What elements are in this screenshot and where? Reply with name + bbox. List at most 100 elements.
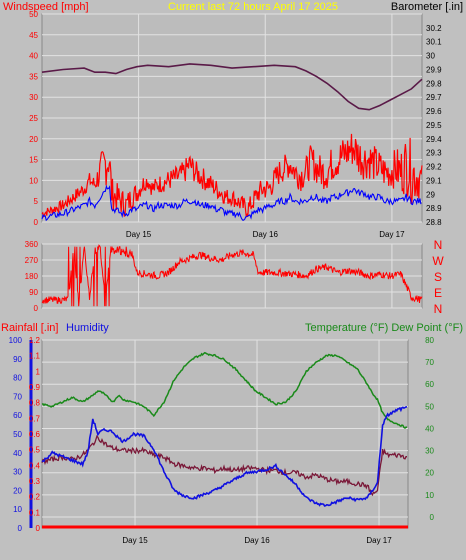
barometer-tick-label: 29.8 <box>426 79 442 88</box>
humidity-plot-area <box>41 339 409 529</box>
compass-label: E <box>434 286 442 300</box>
direction-series <box>41 244 423 307</box>
temperature-tick-label: 70 <box>425 358 434 367</box>
temperature-axis-label: Temperature (°F) Dew Point (°F) <box>305 322 463 334</box>
rainfall-tick-label: 0.5 <box>29 446 41 455</box>
wind-tick-label: 20 <box>29 135 38 144</box>
dewpoint-line <box>41 434 407 497</box>
direction-y-ticks: 0 90 180 270 360 <box>25 240 39 313</box>
direction-tick-label: 360 <box>25 240 39 249</box>
direction-tick-label: 0 <box>34 304 39 313</box>
barometer-tick-label: 30 <box>426 52 435 61</box>
barometer-tick-label: 29.7 <box>426 93 442 102</box>
rainfall-tick-label: 1.1 <box>29 352 41 361</box>
barometer-tick-label: 28.9 <box>426 204 442 213</box>
humidity-tick-label: 40 <box>13 449 22 458</box>
wind-y-ticks: 0 5 10 15 20 25 30 35 40 45 50 <box>29 10 38 227</box>
x-tick-label: Day 17 <box>379 230 405 239</box>
wind-tick-label: 45 <box>29 31 38 40</box>
humidity-series <box>41 351 408 529</box>
temperature-tick-label: 50 <box>425 402 434 411</box>
humidity-tick-label: 0 <box>18 524 23 533</box>
wind-direction-line <box>41 244 423 307</box>
barometer-tick-label: 28.8 <box>426 218 442 227</box>
wind-tick-label: 50 <box>29 10 38 19</box>
x-tick-label: Day 16 <box>253 230 279 239</box>
barometer-tick-label: 29.4 <box>426 135 442 144</box>
rainfall-tick-label: 1 <box>36 367 41 376</box>
humidity-tick-label: 90 <box>13 355 22 364</box>
barometer-tick-label: 29.2 <box>426 163 442 172</box>
wind-tick-label: 40 <box>29 52 38 61</box>
wind-tick-label: 10 <box>29 176 38 185</box>
wind-tick-label: 35 <box>29 72 38 81</box>
temperature-tick-label: 10 <box>425 491 434 500</box>
barometer-tick-label: 30.1 <box>426 38 442 47</box>
temperature-y-ticks: 0 10 20 30 40 50 60 70 80 <box>425 336 434 522</box>
direction-tick-label: 90 <box>29 288 38 297</box>
temperature-line <box>41 351 408 429</box>
wind-axis-label: Windspeed [mph] <box>3 1 89 13</box>
barometer-axis-label: Barometer [.in] <box>391 1 463 13</box>
rainfall-y-ticks: 0 0.1 0.2 0.3 0.4 0.5 0.6 0.7 0.8 0.9 1 1.1 1.2 <box>29 336 41 533</box>
humidity-tick-label: 70 <box>13 392 22 401</box>
humidity-line <box>41 406 407 507</box>
barometer-tick-label: 29.1 <box>426 176 442 185</box>
barometer-tick-label: 29.6 <box>426 107 442 116</box>
rainfall-tick-label: 0 <box>36 524 41 533</box>
wind-tick-label: 0 <box>34 218 39 227</box>
rainfall-tick-label: 0.1 <box>29 508 41 517</box>
rainfall-tick-label: 0.7 <box>29 414 41 423</box>
rainfall-tick-label: 0.3 <box>29 477 41 486</box>
temperature-tick-label: 40 <box>425 424 434 433</box>
wind-series <box>41 63 423 222</box>
humidity-axis-label: Humidity <box>66 322 109 334</box>
humidity-tick-label: 30 <box>13 468 22 477</box>
barometer-tick-label: 29.9 <box>426 65 442 74</box>
barometer-tick-label: 29.3 <box>426 149 442 158</box>
barometer-tick-label: 29.5 <box>426 121 442 130</box>
rainfall-tick-label: 0.8 <box>29 399 41 408</box>
wind-tick-label: 30 <box>29 93 38 102</box>
compass-label: S <box>434 270 442 284</box>
temperature-tick-label: 0 <box>430 513 435 522</box>
barometer-tick-label: 30.2 <box>426 24 442 33</box>
rainfall-tick-label: 0.2 <box>29 493 41 502</box>
wind-x-ticks: Day 15 Day 16 Day 17 <box>126 230 405 239</box>
rainfall-tick-label: 0.4 <box>29 461 41 470</box>
compass-label: W <box>432 254 444 268</box>
wind-average-line <box>41 184 422 222</box>
wind-tick-label: 25 <box>29 114 38 123</box>
x-tick-label: Day 17 <box>366 536 392 545</box>
humidity-x-ticks: Day 15 Day 16 Day 17 <box>122 536 392 545</box>
temperature-tick-label: 80 <box>425 336 434 345</box>
direction-tick-label: 180 <box>25 272 39 281</box>
x-tick-label: Day 16 <box>244 536 270 545</box>
barometer-y-ticks: 28.8 28.9 29 29.1 29.2 29.3 29.4 29.5 29.6 29.7 29… <box>426 24 442 227</box>
wind-tick-label: 5 <box>34 197 39 206</box>
compass-label: N <box>434 238 443 252</box>
humidity-tick-label: 80 <box>13 374 22 383</box>
chart-title: Current last 72 hours April 17 2025 <box>168 1 338 13</box>
barometer-line <box>41 63 423 111</box>
humidity-y-ticks: 0 10 20 30 40 50 60 70 80 90 100 <box>9 336 33 533</box>
rainfall-axis-label: Rainfall [.in] <box>1 322 58 334</box>
temperature-tick-label: 30 <box>425 447 434 456</box>
barometer-tick-label: 29 <box>426 190 435 199</box>
temperature-tick-label: 20 <box>425 469 434 478</box>
rainfall-tick-label: 1.2 <box>29 336 41 345</box>
windspeed-line <box>41 133 423 219</box>
humidity-tick-label: 50 <box>13 430 22 439</box>
rainfall-tick-label: 0.6 <box>29 430 41 439</box>
x-tick-label: Day 15 <box>122 536 148 545</box>
x-tick-label: Day 15 <box>126 230 152 239</box>
direction-tick-label: 270 <box>25 256 39 265</box>
humidity-tick-label: 60 <box>13 411 22 420</box>
humidity-tick-label: 100 <box>9 336 23 345</box>
